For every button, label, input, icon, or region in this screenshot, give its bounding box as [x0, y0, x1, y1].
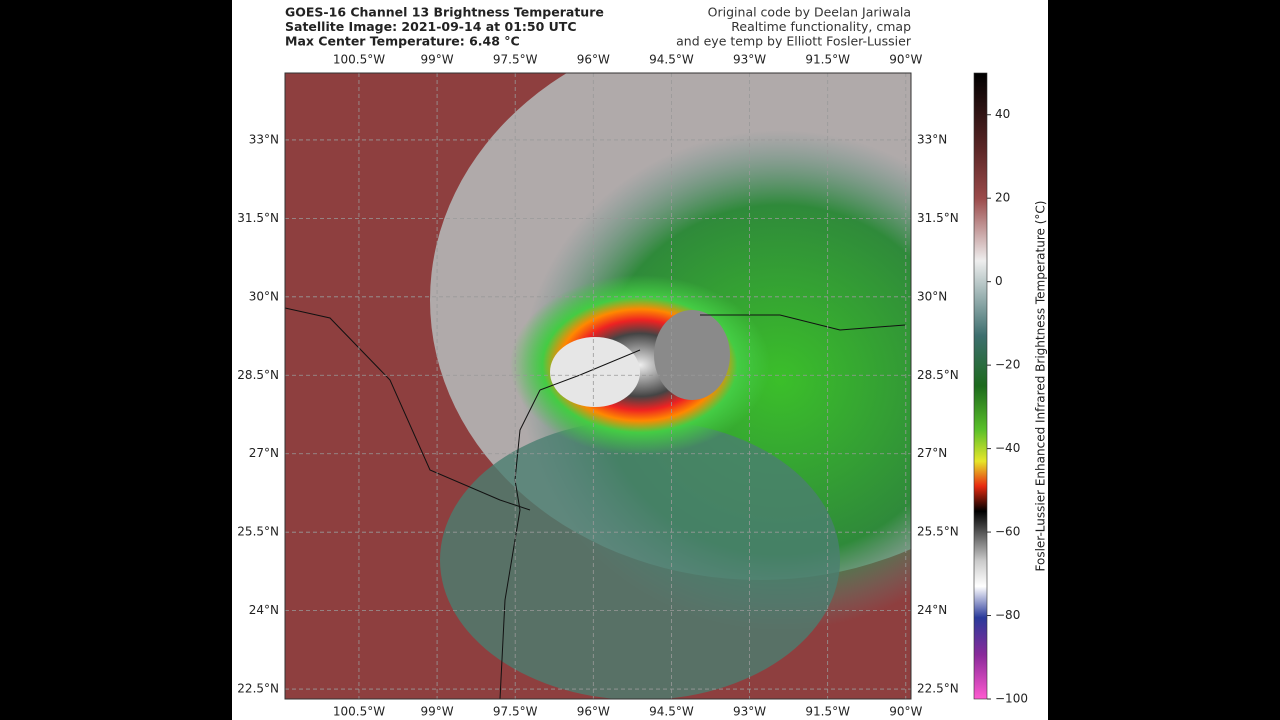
lon-label: 93°W	[733, 53, 766, 67]
lon-label: 97.5°W	[493, 705, 538, 719]
lat-label: 30°N	[917, 289, 947, 303]
colorbar-tick-label: −80	[995, 608, 1020, 622]
colorbar	[973, 72, 988, 700]
lon-label: 99°W	[421, 53, 454, 67]
colorbar-tick-label: −40	[995, 441, 1020, 455]
colorbar-label: Fosler-Lussier Enhanced Infrared Brightn…	[1034, 201, 1048, 572]
lon-label: 91.5°W	[805, 53, 850, 67]
lat-label: 28.5°N	[237, 368, 279, 382]
colorbar-tick-label: −20	[995, 358, 1020, 372]
lon-label: 93°W	[733, 705, 766, 719]
lat-label: 28.5°N	[917, 368, 959, 382]
title-block: GOES-16 Channel 13 Brightness Temperatur…	[285, 5, 604, 49]
map-frame	[284, 72, 912, 700]
credit-line: Realtime functionality, cmap	[731, 19, 911, 34]
lat-label: 27°N	[917, 446, 947, 460]
credit-line: and eye temp by Elliott Fosler-Lussier	[676, 34, 912, 49]
lat-label: 30°N	[249, 289, 279, 303]
colorbar-tick-label: 20	[995, 191, 1010, 205]
lat-label: 22.5°N	[237, 682, 279, 696]
lat-label: 24°N	[249, 603, 279, 617]
lat-label: 27°N	[249, 446, 279, 460]
colorbar-tick-label: 40	[995, 107, 1010, 121]
lon-label: 91.5°W	[805, 705, 850, 719]
lon-label: 100.5°W	[333, 705, 385, 719]
lat-label: 22.5°N	[917, 682, 959, 696]
lon-label: 97.5°W	[493, 53, 538, 67]
colorbar-tick-label: −60	[995, 525, 1020, 539]
lat-label: 33°N	[917, 132, 947, 146]
lon-label: 99°W	[421, 705, 454, 719]
lat-label: 25.5°N	[237, 525, 279, 539]
title-line: Satellite Image: 2021-09-14 at 01:50 UTC	[285, 19, 577, 34]
title-line: Max Center Temperature: 6.48 °C	[285, 34, 520, 49]
lat-label: 33°N	[249, 132, 279, 146]
lat-label: 24°N	[917, 603, 947, 617]
lon-label: 96°W	[577, 705, 610, 719]
credit-block: Original code by Deelan JariwalaRealtime…	[676, 5, 912, 49]
lat-label: 25.5°N	[917, 525, 959, 539]
colorbar-tick-label: 0	[995, 274, 1003, 288]
lon-label: 94.5°W	[649, 53, 694, 67]
lon-label: 90°W	[889, 53, 922, 67]
colorbar-tick-label: −100	[995, 692, 1028, 706]
lon-label: 90°W	[889, 705, 922, 719]
lon-label: 96°W	[577, 53, 610, 67]
lon-label: 94.5°W	[649, 705, 694, 719]
credit-line: Original code by Deelan Jariwala	[708, 5, 911, 20]
satellite-image	[285, 73, 911, 699]
title-line: GOES-16 Channel 13 Brightness Temperatur…	[285, 5, 604, 20]
lat-label: 31.5°N	[237, 211, 279, 225]
lon-label: 100.5°W	[333, 53, 385, 67]
lat-label: 31.5°N	[917, 211, 959, 225]
